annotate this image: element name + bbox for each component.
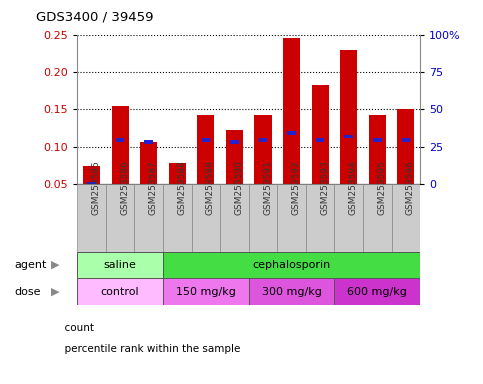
- Text: GSM253594: GSM253594: [349, 160, 358, 215]
- Bar: [334, 278, 420, 305]
- Bar: [173, 185, 182, 189]
- Text: GSM253587: GSM253587: [149, 160, 158, 215]
- Text: GSM253588: GSM253588: [177, 160, 186, 215]
- Text: GSM253589: GSM253589: [206, 160, 215, 215]
- Text: GSM253590: GSM253590: [234, 160, 243, 215]
- Text: dose: dose: [14, 287, 41, 297]
- Bar: [277, 184, 306, 252]
- Bar: [287, 131, 296, 134]
- Text: count: count: [58, 323, 94, 333]
- Text: GSM253593: GSM253593: [320, 160, 329, 215]
- Bar: [77, 278, 163, 305]
- Text: GSM253592: GSM253592: [292, 160, 300, 215]
- Text: GDS3400 / 39459: GDS3400 / 39459: [36, 10, 154, 23]
- Text: cephalosporin: cephalosporin: [253, 260, 331, 270]
- Bar: [334, 184, 363, 252]
- Bar: [312, 85, 329, 184]
- Bar: [344, 134, 353, 138]
- Bar: [83, 166, 100, 184]
- Bar: [163, 252, 420, 278]
- Bar: [198, 115, 214, 184]
- Text: 300 mg/kg: 300 mg/kg: [262, 287, 322, 297]
- Bar: [140, 142, 157, 184]
- Bar: [392, 184, 420, 252]
- Bar: [163, 184, 192, 252]
- Text: GSM253586: GSM253586: [120, 160, 129, 215]
- Text: GSM253591: GSM253591: [263, 160, 272, 215]
- Bar: [255, 115, 271, 184]
- Text: saline: saline: [104, 260, 137, 270]
- Bar: [249, 278, 334, 305]
- Bar: [77, 252, 163, 278]
- Bar: [163, 278, 249, 305]
- Bar: [363, 184, 392, 252]
- Bar: [340, 50, 357, 184]
- Bar: [87, 182, 96, 186]
- Bar: [373, 138, 382, 142]
- Bar: [249, 184, 277, 252]
- Bar: [259, 138, 267, 142]
- Bar: [402, 138, 410, 142]
- Text: GSM253596: GSM253596: [406, 160, 415, 215]
- Text: control: control: [101, 287, 140, 297]
- Text: ▶: ▶: [51, 260, 60, 270]
- Bar: [116, 138, 125, 142]
- Bar: [144, 140, 153, 144]
- Text: ▶: ▶: [51, 287, 60, 297]
- Bar: [112, 106, 128, 184]
- Bar: [369, 115, 386, 184]
- Bar: [226, 130, 243, 184]
- Bar: [220, 184, 249, 252]
- Text: GSM253595: GSM253595: [377, 160, 386, 215]
- Bar: [134, 184, 163, 252]
- Bar: [192, 184, 220, 252]
- Text: agent: agent: [14, 260, 47, 270]
- Bar: [77, 184, 106, 252]
- Bar: [283, 38, 300, 184]
- Bar: [106, 184, 134, 252]
- Text: GSM253585: GSM253585: [92, 160, 100, 215]
- Bar: [306, 184, 334, 252]
- Bar: [398, 109, 414, 184]
- Text: 150 mg/kg: 150 mg/kg: [176, 287, 236, 297]
- Bar: [169, 162, 186, 184]
- Bar: [201, 138, 210, 142]
- Bar: [316, 138, 325, 142]
- Text: 600 mg/kg: 600 mg/kg: [347, 287, 407, 297]
- Text: percentile rank within the sample: percentile rank within the sample: [58, 344, 241, 354]
- Bar: [230, 140, 239, 144]
